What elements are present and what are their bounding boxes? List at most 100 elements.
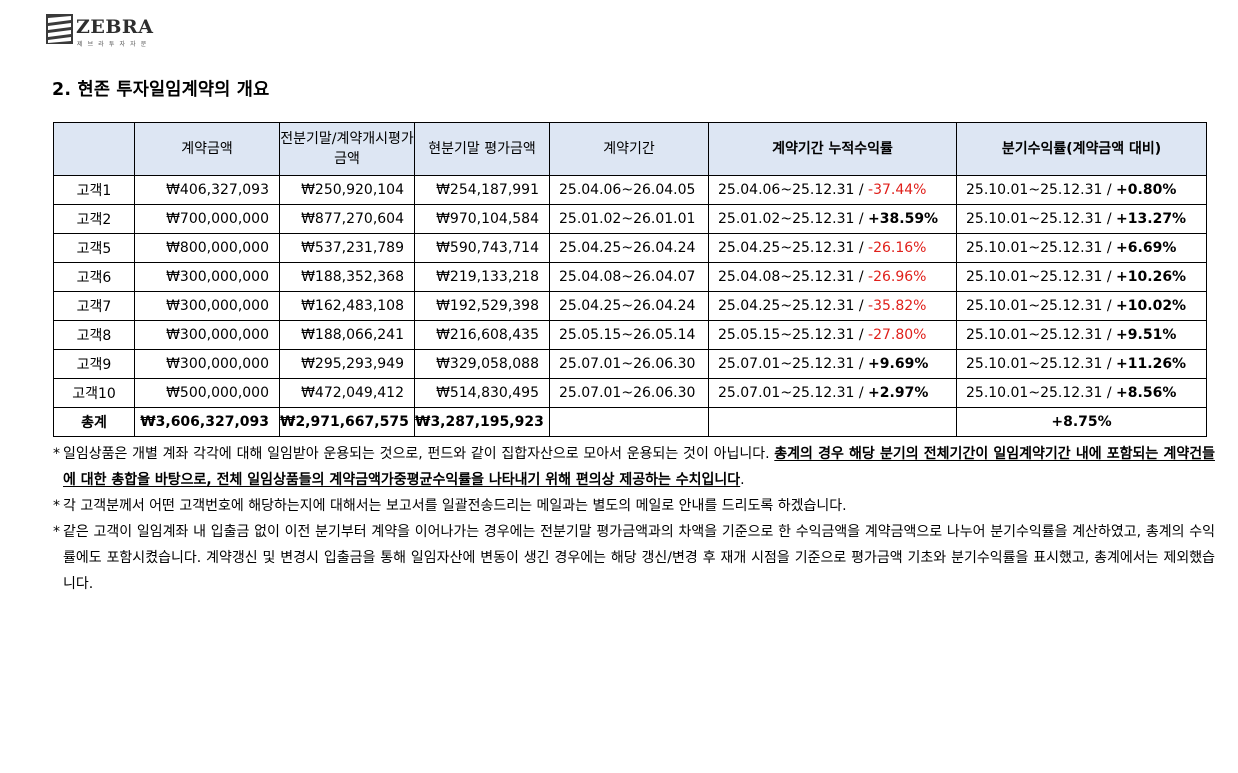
- cell-q-return: 25.10.01~25.12.31 / +13.27%: [956, 204, 1207, 234]
- separator: /: [854, 269, 869, 285]
- q-value: +6.69%: [1116, 240, 1177, 256]
- separator: /: [854, 182, 869, 198]
- cum-range: 25.07.01~25.12.31: [718, 356, 855, 372]
- separator: /: [854, 327, 869, 343]
- contracts-table: 계약금액 전분기말/계약개시평가금액 현분기말 평가금액 계약기간 계약기간 누…: [53, 122, 1207, 437]
- cell-client: 고객10: [53, 378, 135, 408]
- q-range: 25.10.01~25.12.31: [966, 269, 1103, 285]
- cell-prev-eval: ₩188,066,241: [279, 320, 415, 350]
- q-value: +9.51%: [1116, 327, 1177, 343]
- total-period-empty: [549, 407, 709, 437]
- cell-client: 고객5: [53, 233, 135, 263]
- cell-client: 고객6: [53, 262, 135, 292]
- q-value: +8.56%: [1116, 385, 1177, 401]
- cum-value: -26.16%: [868, 240, 927, 256]
- cell-amount: ₩300,000,000: [134, 349, 280, 379]
- cell-period: 25.04.06~26.04.05: [549, 175, 709, 205]
- separator: /: [1102, 327, 1117, 343]
- q-range: 25.10.01~25.12.31: [966, 327, 1103, 343]
- cum-range: 25.01.02~25.12.31: [718, 211, 855, 227]
- table-row: 고객7 ₩300,000,000 ₩162,483,108 ₩192,529,398 2…: [53, 291, 1207, 321]
- table-row: 고객9 ₩300,000,000 ₩295,293,949 ₩329,058,088 2…: [53, 349, 1207, 379]
- cell-prev-eval: ₩162,483,108: [279, 291, 415, 321]
- cum-range: 25.04.08~25.12.31: [718, 269, 855, 285]
- footnotes: * 일임상품은 개별 계좌 각각에 대해 일임받아 운용되는 것으로, 펀드와 …: [53, 441, 1215, 597]
- cum-range: 25.04.06~25.12.31: [718, 182, 855, 198]
- separator: /: [1102, 269, 1117, 285]
- cum-value: +38.59%: [868, 211, 939, 227]
- cell-prev-eval: ₩472,049,412: [279, 378, 415, 408]
- cell-client: 고객9: [53, 349, 135, 379]
- cell-cum-return: 25.04.08~25.12.31 / -26.96%: [708, 262, 957, 292]
- table-row: 고객5 ₩800,000,000 ₩537,231,789 ₩590,743,714 2…: [53, 233, 1207, 263]
- cum-value: +9.69%: [868, 356, 929, 372]
- separator: /: [854, 298, 869, 314]
- cell-cur-eval: ₩970,104,584: [414, 204, 550, 234]
- cell-amount: ₩300,000,000: [134, 291, 280, 321]
- cell-cur-eval: ₩216,608,435: [414, 320, 550, 350]
- table-row: 고객1 ₩406,327,093 ₩250,920,104 ₩254,187,991 2…: [53, 175, 1207, 205]
- cum-range: 25.04.25~25.12.31: [718, 298, 855, 314]
- header-cum-return: 계약기간 누적수익률: [708, 122, 957, 176]
- q-range: 25.10.01~25.12.31: [966, 298, 1103, 314]
- logo-subtitle: 제 브 라 투 자 자 문: [77, 41, 148, 48]
- q-value: +10.02%: [1116, 298, 1187, 314]
- cell-period: 25.07.01~26.06.30: [549, 349, 709, 379]
- cell-amount: ₩300,000,000: [134, 262, 280, 292]
- separator: /: [1102, 240, 1117, 256]
- header-cur-eval: 현분기말 평가금액: [414, 122, 550, 176]
- cell-client: 고객8: [53, 320, 135, 350]
- header-prev-eval: 전분기말/계약개시평가금액: [279, 122, 415, 176]
- cell-prev-eval: ₩537,231,789: [279, 233, 415, 263]
- zebra-logo-icon: [46, 14, 73, 44]
- cum-value: +2.97%: [868, 385, 929, 401]
- cell-amount: ₩500,000,000: [134, 378, 280, 408]
- total-amount: ₩3,606,327,093: [134, 407, 280, 437]
- total-cum-empty: [708, 407, 957, 437]
- cell-cum-return: 25.04.25~25.12.31 / -26.16%: [708, 233, 957, 263]
- cum-range: 25.05.15~25.12.31: [718, 327, 855, 343]
- cum-value: -37.44%: [868, 182, 927, 198]
- footnote-1-end: .: [740, 472, 745, 488]
- cum-value: -26.96%: [868, 269, 927, 285]
- footnote-marker: *: [53, 524, 60, 540]
- separator: /: [1102, 385, 1117, 401]
- cell-cur-eval: ₩329,058,088: [414, 349, 550, 379]
- cell-cum-return: 25.07.01~25.12.31 / +2.97%: [708, 378, 957, 408]
- cell-cur-eval: ₩219,133,218: [414, 262, 550, 292]
- cell-q-return: 25.10.01~25.12.31 / +8.56%: [956, 378, 1207, 408]
- cell-q-return: 25.10.01~25.12.31 / +10.02%: [956, 291, 1207, 321]
- cell-cum-return: 25.01.02~25.12.31 / +38.59%: [708, 204, 957, 234]
- cell-client: 고객1: [53, 175, 135, 205]
- cell-q-return: 25.10.01~25.12.31 / +11.26%: [956, 349, 1207, 379]
- cum-value: -35.82%: [868, 298, 927, 314]
- separator: /: [854, 356, 869, 372]
- total-cur-eval: ₩3,287,195,923: [414, 407, 550, 437]
- cell-period: 25.04.25~26.04.24: [549, 233, 709, 263]
- footnote-3-text: 같은 고객이 일임계좌 내 입출금 없이 이전 분기부터 계약을 이어나가는 경…: [63, 524, 1215, 592]
- total-label: 총계: [53, 407, 135, 437]
- cell-prev-eval: ₩188,352,368: [279, 262, 415, 292]
- q-range: 25.10.01~25.12.31: [966, 240, 1103, 256]
- table-header-row: 계약금액 전분기말/계약개시평가금액 현분기말 평가금액 계약기간 계약기간 누…: [53, 122, 1207, 176]
- q-range: 25.10.01~25.12.31: [966, 356, 1103, 372]
- table-row: 고객10 ₩500,000,000 ₩472,049,412 ₩514,830,495…: [53, 378, 1207, 408]
- cell-q-return: 25.10.01~25.12.31 / +9.51%: [956, 320, 1207, 350]
- cum-range: 25.07.01~25.12.31: [718, 385, 855, 401]
- cell-period: 25.01.02~26.01.01: [549, 204, 709, 234]
- footnote-1: * 일임상품은 개별 계좌 각각에 대해 일임받아 운용되는 것으로, 펀드와 …: [53, 441, 1215, 493]
- header-period: 계약기간: [549, 122, 709, 176]
- q-value: +10.26%: [1116, 269, 1187, 285]
- footnote-marker: *: [53, 446, 60, 462]
- cell-period: 25.07.01~26.06.30: [549, 378, 709, 408]
- cell-period: 25.04.25~26.04.24: [549, 291, 709, 321]
- cell-q-return: 25.10.01~25.12.31 / +10.26%: [956, 262, 1207, 292]
- cell-period: 25.05.15~26.05.14: [549, 320, 709, 350]
- header-amount: 계약금액: [134, 122, 280, 176]
- q-range: 25.10.01~25.12.31: [966, 211, 1103, 227]
- q-range: 25.10.01~25.12.31: [966, 182, 1103, 198]
- footnote-3: * 같은 고객이 일임계좌 내 입출금 없이 이전 분기부터 계약을 이어나가는…: [53, 519, 1215, 597]
- cell-period: 25.04.08~26.04.07: [549, 262, 709, 292]
- footnote-marker: *: [53, 498, 60, 514]
- total-q-return: +8.75%: [956, 407, 1207, 437]
